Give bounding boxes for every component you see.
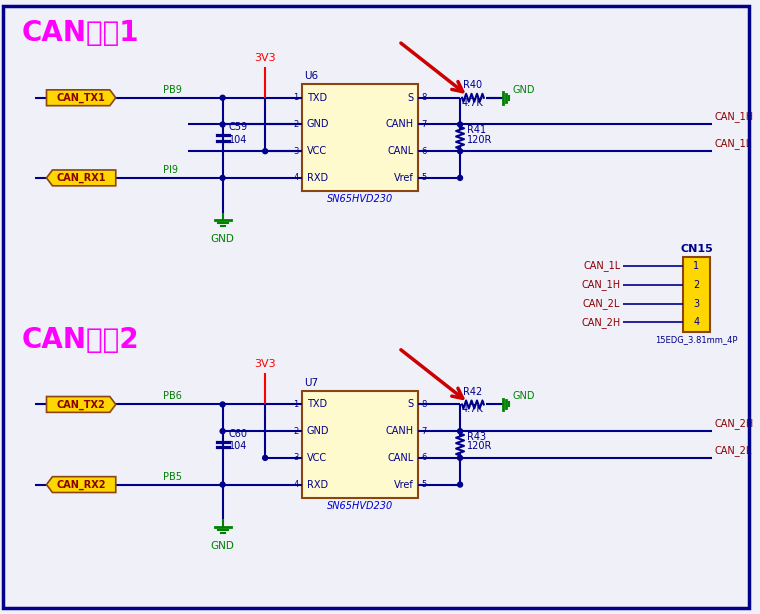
Text: 104: 104 (229, 441, 247, 451)
Text: 1: 1 (693, 261, 699, 271)
Text: GND: GND (211, 541, 235, 551)
Text: 4: 4 (293, 480, 299, 489)
Text: 4: 4 (693, 317, 699, 327)
Text: CAN通信1: CAN通信1 (22, 19, 139, 47)
Text: 3: 3 (293, 147, 299, 156)
Text: U6: U6 (304, 71, 318, 82)
Text: 2: 2 (293, 120, 299, 129)
Text: RXD: RXD (307, 173, 328, 183)
Text: 1: 1 (293, 93, 299, 103)
Text: SN65HVD230: SN65HVD230 (327, 501, 393, 511)
Text: PB9: PB9 (163, 85, 182, 95)
Text: PI9: PI9 (163, 165, 179, 175)
Text: 5: 5 (422, 173, 426, 182)
Text: 120R: 120R (467, 134, 492, 145)
Text: S: S (407, 93, 413, 103)
Text: 8: 8 (422, 93, 427, 103)
Text: 5: 5 (422, 480, 426, 489)
Text: SN65HVD230: SN65HVD230 (327, 194, 393, 204)
Text: R41: R41 (467, 125, 486, 135)
Text: R43: R43 (467, 432, 486, 441)
Text: 4.7K: 4.7K (462, 98, 484, 107)
Text: 2: 2 (293, 427, 299, 436)
Text: CAN_TX2: CAN_TX2 (57, 399, 106, 410)
Text: C59: C59 (229, 122, 248, 132)
Circle shape (458, 456, 463, 460)
Circle shape (220, 429, 225, 433)
Polygon shape (46, 476, 116, 492)
Text: CAN_1L: CAN_1L (583, 260, 620, 271)
Text: CAN_RX2: CAN_RX2 (56, 480, 106, 490)
Text: 4.7K: 4.7K (462, 405, 484, 414)
Text: 120R: 120R (467, 441, 492, 451)
Text: 3V3: 3V3 (255, 53, 276, 63)
Text: CAN_2H: CAN_2H (581, 317, 620, 328)
Text: CANL: CANL (388, 453, 413, 463)
Text: TXD: TXD (307, 93, 327, 103)
Polygon shape (46, 397, 116, 413)
Text: CAN_1H: CAN_1H (714, 112, 753, 122)
Text: RXD: RXD (307, 480, 328, 489)
Text: Vref: Vref (394, 173, 413, 183)
Text: GND: GND (307, 426, 329, 436)
Text: VCC: VCC (307, 146, 327, 156)
Text: VCC: VCC (307, 453, 327, 463)
Text: CAN_2L: CAN_2L (714, 445, 752, 456)
Text: CAN_1L: CAN_1L (714, 138, 752, 149)
Text: 6: 6 (422, 147, 427, 156)
Text: TXD: TXD (307, 400, 327, 410)
Circle shape (458, 482, 463, 487)
Polygon shape (46, 90, 116, 106)
Text: 6: 6 (422, 453, 427, 462)
Text: GND: GND (307, 120, 329, 130)
Bar (302, 391, 419, 498)
Text: 2: 2 (693, 280, 700, 290)
Text: CANL: CANL (388, 146, 413, 156)
Circle shape (458, 429, 463, 433)
Text: 4: 4 (293, 173, 299, 182)
Text: CANH: CANH (385, 426, 413, 436)
Text: CAN_2L: CAN_2L (583, 298, 620, 309)
Text: 15EDG_3.81mm_4P: 15EDG_3.81mm_4P (655, 335, 738, 344)
Circle shape (458, 176, 463, 181)
Text: 104: 104 (229, 134, 247, 145)
Text: CAN_2H: CAN_2H (714, 418, 754, 429)
Text: S: S (407, 400, 413, 410)
Circle shape (220, 122, 225, 127)
Text: CAN通信2: CAN通信2 (22, 325, 139, 354)
Text: GND: GND (211, 235, 235, 244)
Text: 1: 1 (293, 400, 299, 409)
Text: U7: U7 (304, 378, 318, 388)
Text: C60: C60 (229, 429, 248, 438)
Polygon shape (46, 170, 116, 186)
Text: CAN_RX1: CAN_RX1 (56, 173, 106, 183)
Circle shape (220, 402, 225, 407)
Text: 3: 3 (293, 453, 299, 462)
Text: GND: GND (512, 392, 535, 402)
Text: Vref: Vref (394, 480, 413, 489)
Text: 7: 7 (422, 427, 427, 436)
Text: CANH: CANH (385, 120, 413, 130)
Text: 3V3: 3V3 (255, 359, 276, 370)
Text: GND: GND (512, 85, 535, 95)
Text: CAN_1H: CAN_1H (581, 279, 620, 290)
Bar (302, 84, 419, 191)
Text: PB5: PB5 (163, 472, 182, 481)
Text: CN15: CN15 (680, 244, 713, 254)
Text: R42: R42 (464, 387, 483, 397)
Text: 8: 8 (422, 400, 427, 409)
Circle shape (263, 456, 268, 460)
Text: 7: 7 (422, 120, 427, 129)
Circle shape (458, 122, 463, 127)
Circle shape (220, 176, 225, 181)
Bar (682, 257, 711, 332)
Circle shape (220, 95, 225, 100)
Circle shape (220, 482, 225, 487)
Text: PB6: PB6 (163, 392, 182, 402)
Text: CAN_TX1: CAN_TX1 (57, 93, 106, 103)
Text: R40: R40 (464, 80, 483, 90)
Text: 3: 3 (693, 298, 699, 309)
Circle shape (458, 149, 463, 154)
Circle shape (263, 149, 268, 154)
